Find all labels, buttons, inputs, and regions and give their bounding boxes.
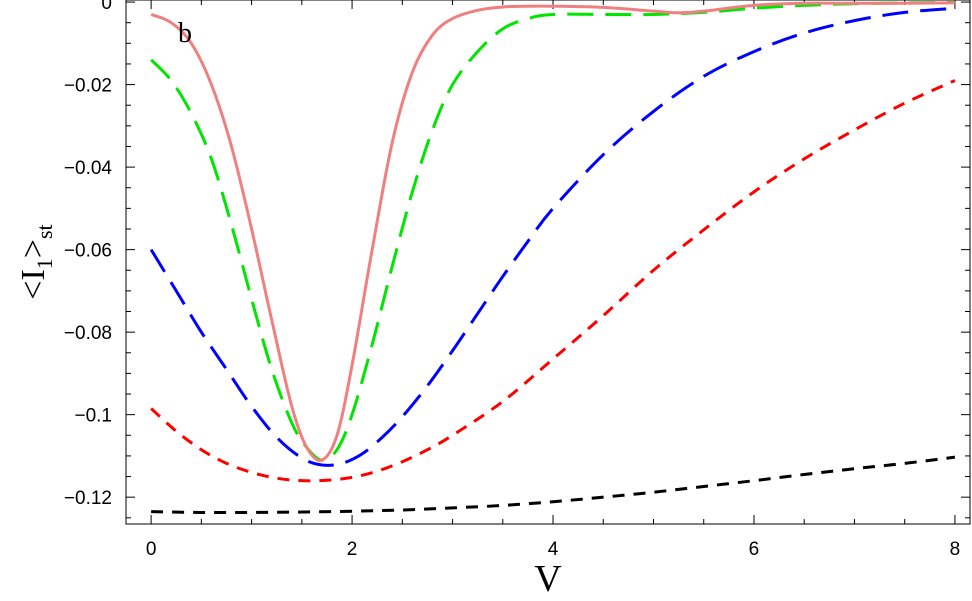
panel-label: b bbox=[178, 18, 192, 49]
tick-labels: 0 2 4 6 8 0 −0.02 −0.04 −0.06 −0.08 −0.1 −0.12 bbox=[64, 0, 960, 560]
series-line-3 bbox=[149, 6, 956, 467]
x-tick-label: 2 bbox=[347, 539, 358, 560]
y-tick-label: −0.02 bbox=[64, 76, 112, 97]
y-axis-title-sub1: 1 bbox=[32, 258, 57, 269]
series-group bbox=[149, 0, 956, 515]
plot-frame bbox=[125, 0, 971, 525]
y-tick-label: −0.1 bbox=[74, 406, 112, 427]
y-tick-label: −0.12 bbox=[64, 488, 112, 509]
y-tick-label: −0.08 bbox=[64, 323, 112, 344]
svg-text:<I1>st: <I1>st bbox=[15, 224, 57, 299]
x-tick-label: 0 bbox=[146, 539, 157, 560]
x-tick-label: 4 bbox=[548, 539, 559, 560]
x-tick-label: 8 bbox=[950, 539, 961, 560]
x-axis-title: V bbox=[534, 558, 562, 600]
x-tick-label: 6 bbox=[749, 539, 760, 560]
y-tick-label: 0 bbox=[101, 0, 112, 14]
y-axis-title: <I1>st bbox=[15, 224, 57, 299]
y-axis-title-sub2: st bbox=[32, 224, 57, 239]
y-tick-label: −0.06 bbox=[64, 241, 112, 262]
y-axis-title-close: > bbox=[15, 239, 52, 258]
y-tick-label: −0.04 bbox=[64, 158, 113, 179]
y-axis-title-main: <I bbox=[15, 269, 52, 300]
series-line-2 bbox=[150, 79, 956, 483]
series-line-5 bbox=[150, 1, 955, 462]
series-line-4 bbox=[150, 0, 955, 462]
series-line-1 bbox=[151, 455, 956, 515]
ticks bbox=[126, 0, 970, 524]
